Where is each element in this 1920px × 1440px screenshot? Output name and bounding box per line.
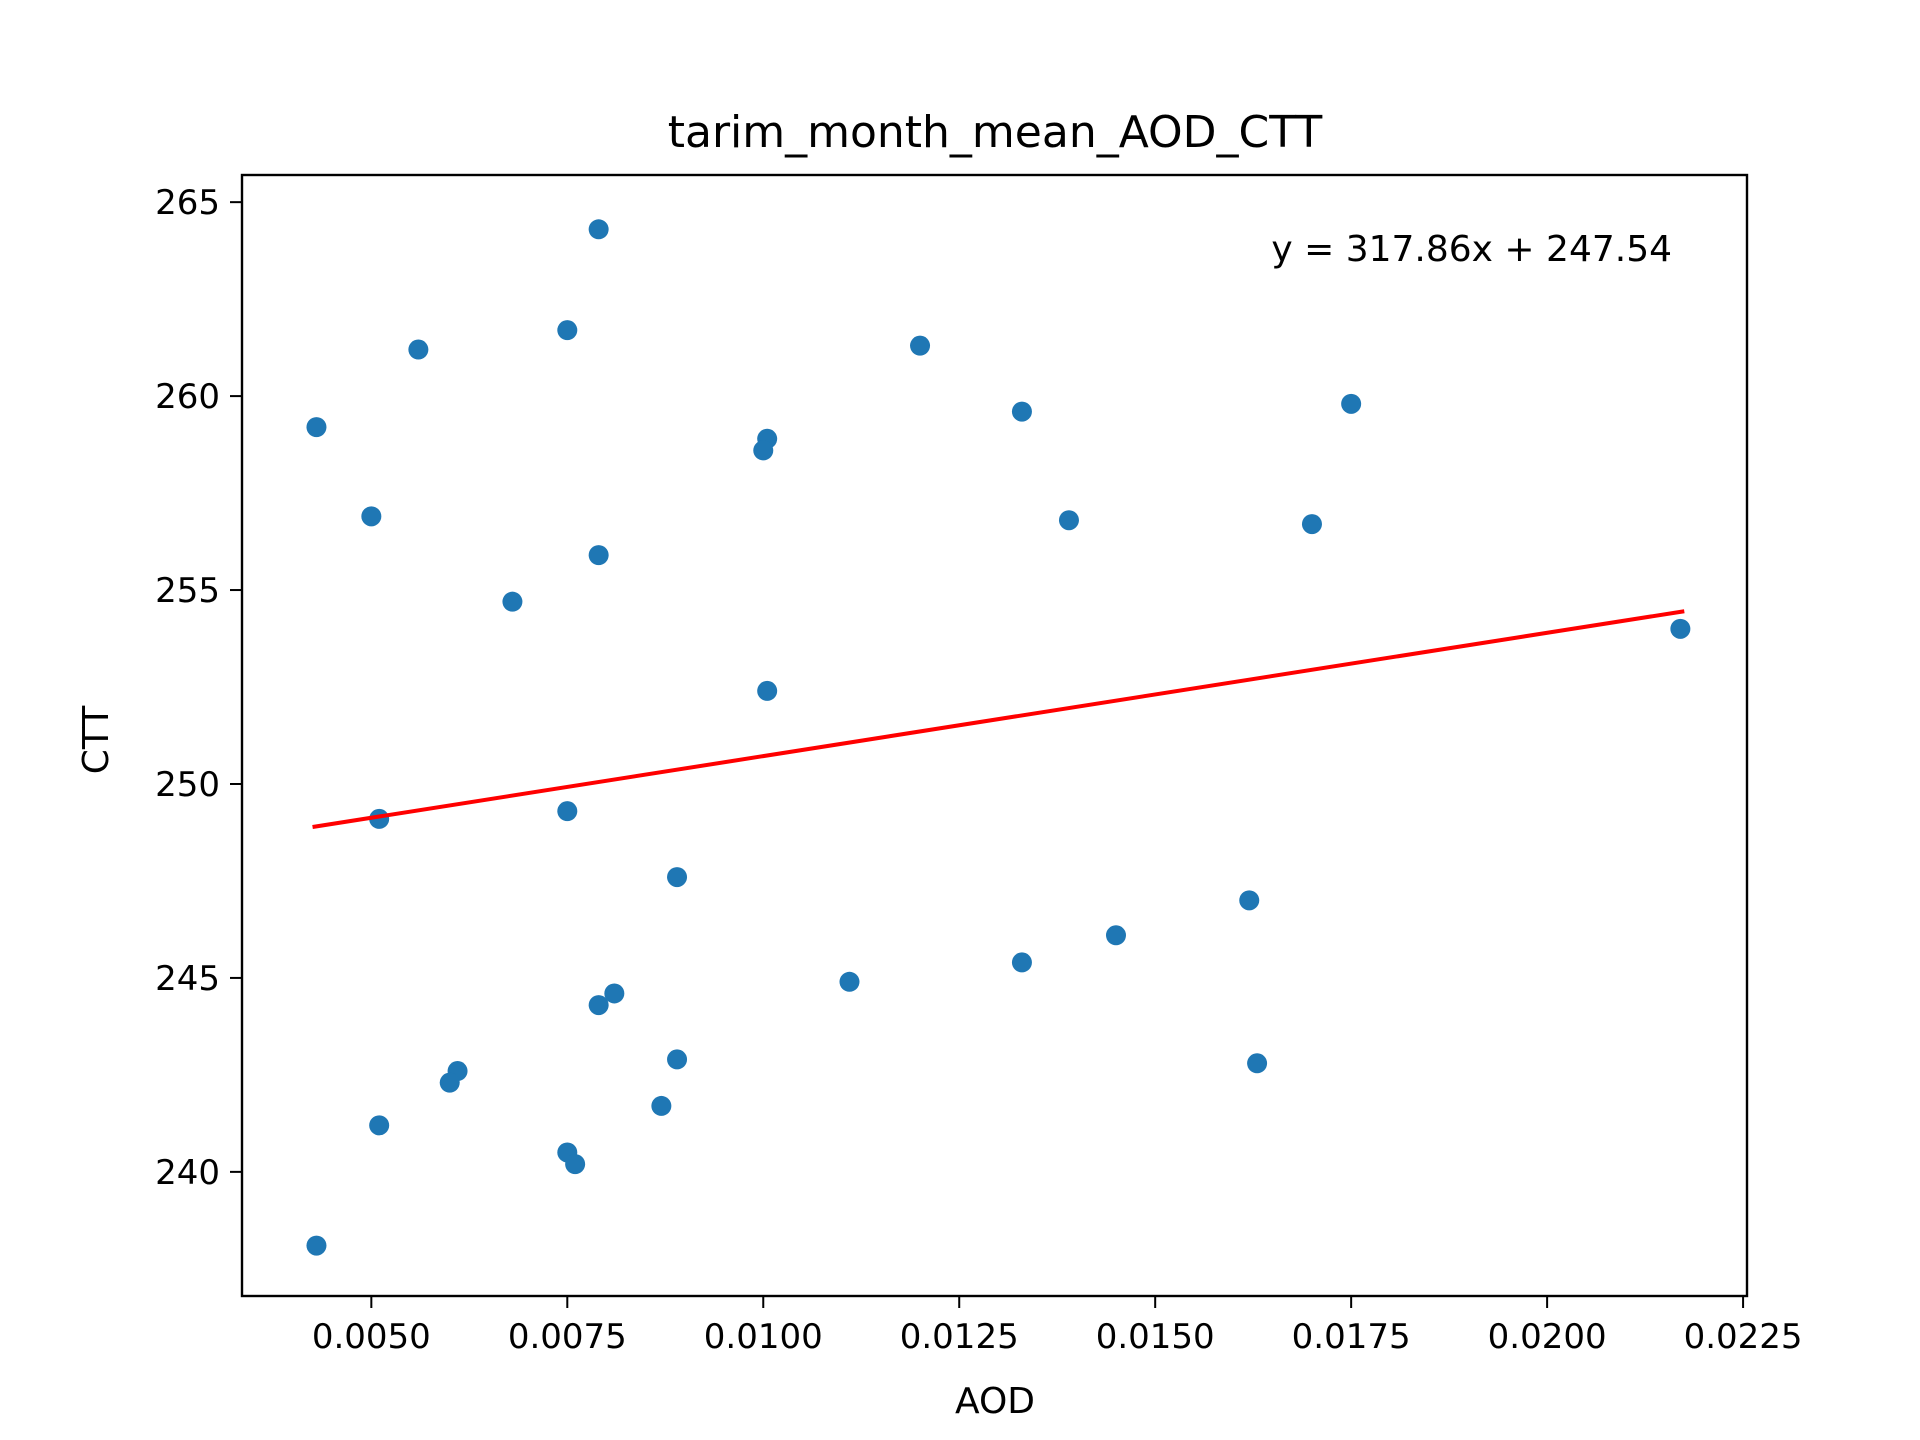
x-tick-label: 0.0050: [312, 1317, 431, 1357]
x-tick-label: 0.0200: [1488, 1317, 1607, 1357]
x-tick-label: 0.0125: [900, 1317, 1019, 1357]
x-tick-label: 0.0225: [1684, 1317, 1803, 1357]
regression-line: [312, 609, 1685, 829]
regression-equation: y = 317.86x + 247.54: [1271, 229, 1672, 270]
data-point: [604, 983, 625, 1004]
data-point: [588, 545, 609, 566]
data-point: [910, 335, 931, 356]
y-tick-label: 260: [155, 377, 220, 417]
data-point: [1239, 890, 1260, 911]
y-tick-label: 240: [155, 1153, 220, 1193]
data-point: [1011, 952, 1032, 973]
data-point: [588, 219, 609, 240]
data-point: [667, 867, 688, 888]
data-point: [408, 339, 429, 360]
data-point: [1011, 401, 1032, 422]
data-point: [839, 971, 860, 992]
data-point: [565, 1154, 586, 1175]
x-tick-label: 0.0175: [1292, 1317, 1411, 1357]
plot-area: [306, 219, 1691, 1256]
data-point: [361, 506, 382, 527]
data-point: [557, 320, 578, 341]
data-point: [667, 1049, 688, 1070]
data-point: [1341, 393, 1362, 414]
plot-frame: [240, 173, 1749, 1298]
data-point: [588, 995, 609, 1016]
chart-title: tarim_month_mean_AOD_CTT: [668, 107, 1323, 158]
y-axis: 240 245 250 255 260 265: [155, 183, 242, 1193]
data-point: [306, 417, 327, 438]
x-axis: 0.0050 0.0075 0.0100 0.0125 0.0150 0.0175 0.02…: [312, 1296, 1803, 1357]
data-point: [1058, 510, 1079, 531]
y-tick-label: 255: [155, 571, 220, 611]
data-point: [757, 680, 778, 701]
y-tick-label: 265: [155, 183, 220, 223]
data-point: [1247, 1053, 1268, 1074]
y-tick-label: 245: [155, 959, 220, 999]
data-point: [1670, 618, 1691, 639]
y-axis-title: CTT: [76, 705, 117, 774]
data-point: [439, 1072, 460, 1093]
data-point: [753, 440, 774, 461]
data-point: [306, 1235, 327, 1256]
y-tick-label: 250: [155, 765, 220, 805]
data-point: [557, 801, 578, 822]
data-point: [1301, 514, 1322, 535]
x-tick-label: 0.0150: [1096, 1317, 1215, 1357]
x-axis-title: AOD: [955, 1381, 1035, 1422]
data-point: [369, 1115, 390, 1136]
data-point: [1105, 925, 1126, 946]
data-point: [502, 591, 523, 612]
x-tick-label: 0.0075: [508, 1317, 627, 1357]
data-point: [651, 1095, 672, 1116]
x-tick-label: 0.0100: [704, 1317, 823, 1357]
